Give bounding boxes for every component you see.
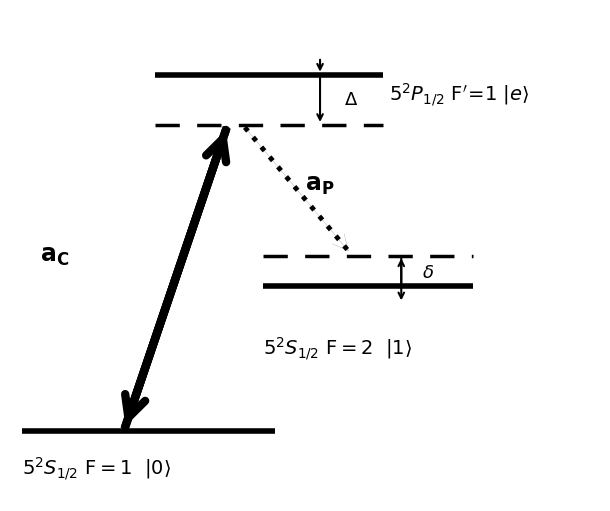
Text: $\delta$: $\delta$ bbox=[422, 264, 434, 282]
Text: $5^2S_{1/2}$ F$=2$  $|1\rangle$: $5^2S_{1/2}$ F$=2$ $|1\rangle$ bbox=[263, 336, 412, 362]
Text: $\Delta$: $\Delta$ bbox=[344, 90, 358, 109]
Text: $5^2S_{1/2}$ F$=1$  $|0\rangle$: $5^2S_{1/2}$ F$=1$ $|0\rangle$ bbox=[22, 455, 171, 482]
Text: $\mathbf{a_C}$: $\mathbf{a_C}$ bbox=[40, 244, 70, 267]
Text: $\mathbf{a_P}$: $\mathbf{a_P}$ bbox=[305, 173, 334, 197]
Text: $5^2P_{1/2}$ F$'\!=\!1$ $|e\rangle$: $5^2P_{1/2}$ F$'\!=\!1$ $|e\rangle$ bbox=[389, 81, 529, 108]
